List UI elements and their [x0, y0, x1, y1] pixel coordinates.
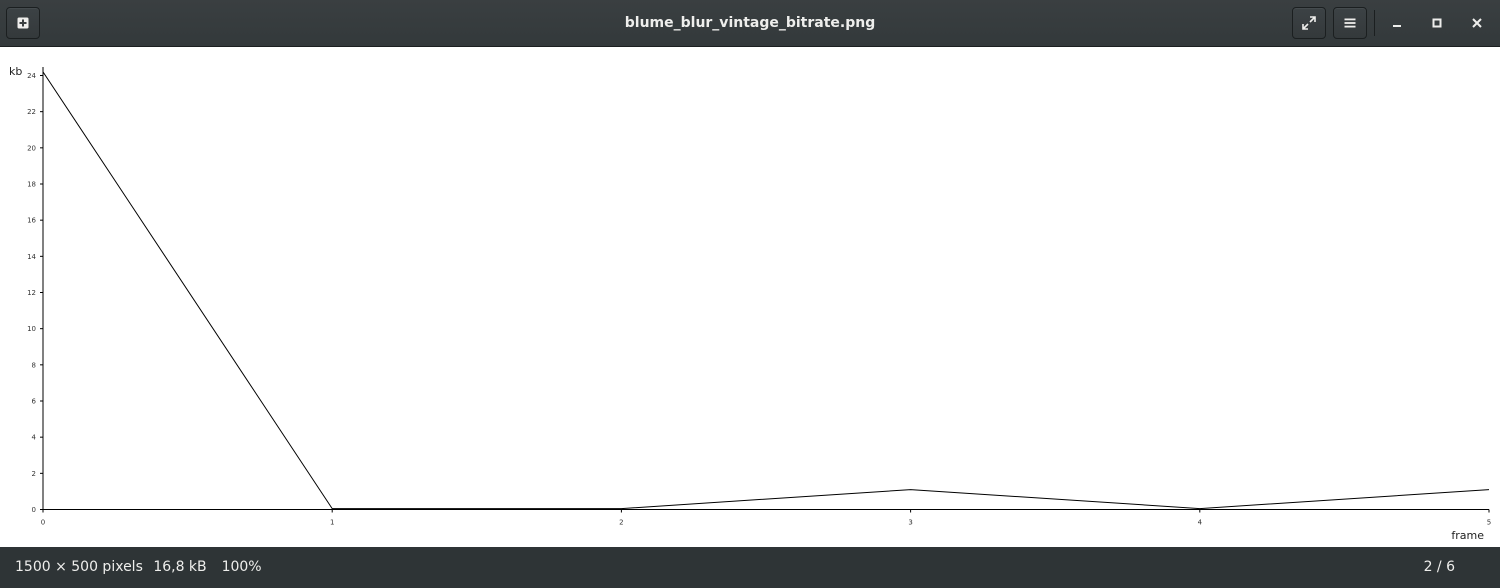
- x-tick-label: 1: [330, 519, 334, 527]
- x-tick-label: 4: [1198, 519, 1203, 527]
- x-tick-label: 3: [908, 519, 912, 527]
- open-button[interactable]: [6, 7, 40, 39]
- fullscreen-button[interactable]: [1292, 7, 1326, 39]
- x-axis-label: frame: [1451, 529, 1484, 542]
- window-title: blume_blur_vintage_bitrate.png: [624, 15, 876, 31]
- y-tick-label: 22: [27, 108, 36, 116]
- y-tick-label: 4: [32, 434, 37, 442]
- y-tick-label: 20: [27, 144, 36, 152]
- x-tick-label: 2: [619, 519, 623, 527]
- image-position: 2 / 6: [1423, 559, 1455, 575]
- open-file-icon: [17, 17, 29, 29]
- header-separator: [1374, 10, 1375, 36]
- zoom-level[interactable]: 100%: [221, 559, 262, 575]
- y-tick-label: 8: [32, 361, 36, 369]
- y-tick-label: 18: [27, 181, 36, 189]
- y-tick-label: 14: [27, 253, 36, 261]
- image-dimensions: 1500 × 500 pixels: [15, 559, 143, 575]
- y-tick-label: 24: [27, 72, 36, 80]
- y-tick-label: 12: [27, 289, 36, 297]
- series-line: [42, 71, 1490, 510]
- y-tick-label: 10: [27, 325, 36, 333]
- status-bar: 1500 × 500 pixels 16,8 kB 100% 2 / 6: [0, 547, 1500, 588]
- image-info: 1500 × 500 pixels 16,8 kB 100%: [15, 547, 268, 588]
- minimize-button[interactable]: [1385, 11, 1409, 35]
- y-tick-label: 2: [32, 470, 36, 478]
- maximize-button[interactable]: [1425, 11, 1449, 35]
- y-tick-label: 6: [32, 398, 37, 406]
- close-button[interactable]: [1465, 11, 1489, 35]
- y-axis-label: kb: [9, 65, 22, 78]
- fullscreen-icon: [1302, 16, 1316, 30]
- title-bar: blume_blur_vintage_bitrate.png: [0, 0, 1500, 47]
- hamburger-menu-icon: [1344, 18, 1356, 28]
- menu-button[interactable]: [1333, 7, 1367, 39]
- y-tick-label: 0: [32, 506, 36, 514]
- minimize-icon: [1393, 25, 1401, 27]
- close-icon: [1472, 18, 1482, 28]
- y-tick-label: 16: [27, 217, 36, 225]
- x-tick-label: 5: [1487, 519, 1491, 527]
- x-tick-label: 0: [41, 519, 45, 527]
- maximize-icon: [1432, 18, 1442, 28]
- image-filesize: 16,8 kB: [153, 559, 207, 575]
